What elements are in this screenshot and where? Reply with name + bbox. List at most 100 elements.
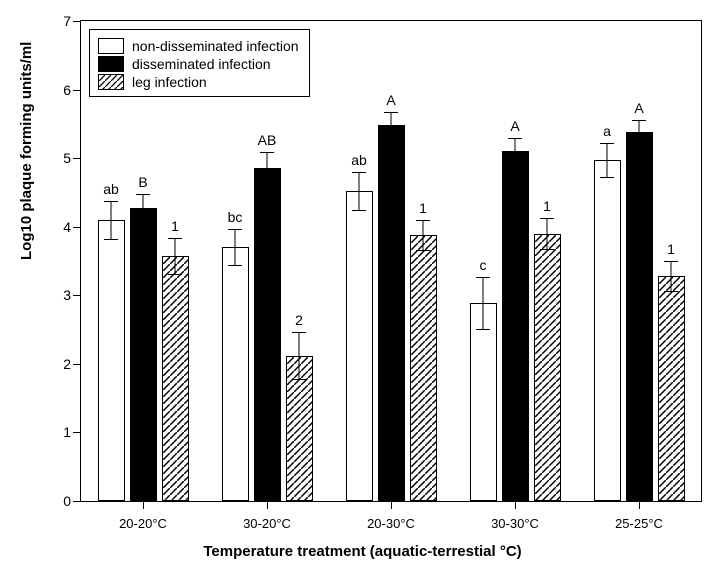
error-bar	[267, 152, 268, 185]
error-bar	[235, 229, 236, 265]
bar-white	[346, 191, 373, 501]
error-cap	[540, 218, 554, 219]
bar-white	[470, 303, 497, 501]
y-tick-label: 7	[51, 13, 71, 29]
error-bar	[359, 172, 360, 210]
error-bar	[547, 218, 548, 248]
error-bar	[515, 138, 516, 163]
y-tick	[73, 158, 81, 159]
y-tick	[73, 364, 81, 365]
error-cap	[632, 144, 646, 145]
error-cap	[168, 274, 182, 275]
plot-area: non-disseminated infection disseminated …	[80, 20, 702, 502]
y-tick	[73, 295, 81, 296]
x-tick-label: 25-25°C	[615, 516, 663, 531]
y-tick	[73, 21, 81, 22]
bar-black	[502, 151, 529, 501]
y-tick-label: 3	[51, 287, 71, 303]
bar-hatch	[162, 256, 189, 501]
bar-sig-label: ab	[103, 181, 119, 197]
error-cap	[228, 265, 242, 266]
legend-row: leg infection	[98, 74, 299, 90]
x-tick	[391, 501, 392, 509]
error-bar	[111, 201, 112, 239]
chart-container: non-disseminated infection disseminated …	[0, 0, 725, 566]
bar-sig-label: 2	[295, 312, 303, 328]
x-tick-label: 20-20°C	[119, 516, 167, 531]
error-bar	[671, 261, 672, 291]
error-cap	[260, 185, 274, 186]
error-bar	[175, 238, 176, 274]
bar-sig-label: 1	[419, 200, 427, 216]
bar-hatch	[410, 235, 437, 501]
error-cap	[136, 194, 150, 195]
y-tick	[73, 90, 81, 91]
bar-white	[594, 160, 621, 501]
x-tick	[515, 501, 516, 509]
y-tick	[73, 227, 81, 228]
error-bar	[391, 112, 392, 139]
error-bar	[639, 120, 640, 145]
error-cap	[476, 277, 490, 278]
legend-label: non-disseminated infection	[132, 38, 299, 54]
bar-sig-label: B	[138, 174, 147, 190]
error-cap	[384, 139, 398, 140]
y-tick	[73, 501, 81, 502]
x-axis-label: Temperature treatment (aquatic-terrestia…	[203, 543, 521, 560]
bar-sig-label: 1	[543, 198, 551, 214]
error-cap	[228, 229, 242, 230]
bar-black	[254, 168, 281, 501]
legend-label: disseminated infection	[132, 56, 271, 72]
y-tick-label: 1	[51, 424, 71, 440]
error-cap	[540, 249, 554, 250]
y-tick-label: 6	[51, 82, 71, 98]
y-tick	[73, 432, 81, 433]
x-tick-label: 20-30°C	[367, 516, 415, 531]
legend-label: leg infection	[132, 74, 207, 90]
error-cap	[416, 220, 430, 221]
legend-swatch-white	[98, 38, 124, 54]
bar-sig-label: A	[634, 100, 643, 116]
error-cap	[352, 172, 366, 173]
bar-sig-label: A	[510, 118, 519, 134]
y-tick-label: 0	[51, 493, 71, 509]
error-cap	[352, 210, 366, 211]
bar-black	[130, 208, 157, 501]
x-tick-label: 30-20°C	[243, 516, 291, 531]
y-tick-label: 4	[51, 219, 71, 235]
error-cap	[508, 163, 522, 164]
bar-sig-label: 1	[171, 218, 179, 234]
error-bar	[299, 332, 300, 379]
error-cap	[168, 238, 182, 239]
error-cap	[104, 201, 118, 202]
error-bar	[607, 143, 608, 177]
error-bar	[423, 220, 424, 250]
bar-black	[626, 132, 653, 501]
error-cap	[416, 250, 430, 251]
y-axis-label: Log10 plaque forming units/ml	[18, 42, 35, 260]
error-cap	[384, 112, 398, 113]
error-cap	[664, 261, 678, 262]
legend-swatch-hatch	[98, 74, 124, 90]
bar-sig-label: 1	[667, 241, 675, 257]
error-cap	[508, 138, 522, 139]
y-tick-label: 2	[51, 356, 71, 372]
legend: non-disseminated infection disseminated …	[89, 29, 310, 97]
error-cap	[664, 291, 678, 292]
error-cap	[136, 221, 150, 222]
bar-hatch	[534, 234, 561, 501]
bar-sig-label: bc	[228, 209, 243, 225]
error-cap	[292, 332, 306, 333]
x-tick	[639, 501, 640, 509]
bar-black	[378, 125, 405, 501]
error-cap	[600, 143, 614, 144]
x-tick	[143, 501, 144, 509]
legend-row: non-disseminated infection	[98, 38, 299, 54]
bar-sig-label: A	[386, 92, 395, 108]
bar-white	[222, 247, 249, 501]
error-cap	[632, 120, 646, 121]
bar-white	[98, 220, 125, 501]
error-cap	[292, 379, 306, 380]
error-bar	[143, 194, 144, 221]
bar-sig-label: c	[480, 257, 487, 273]
